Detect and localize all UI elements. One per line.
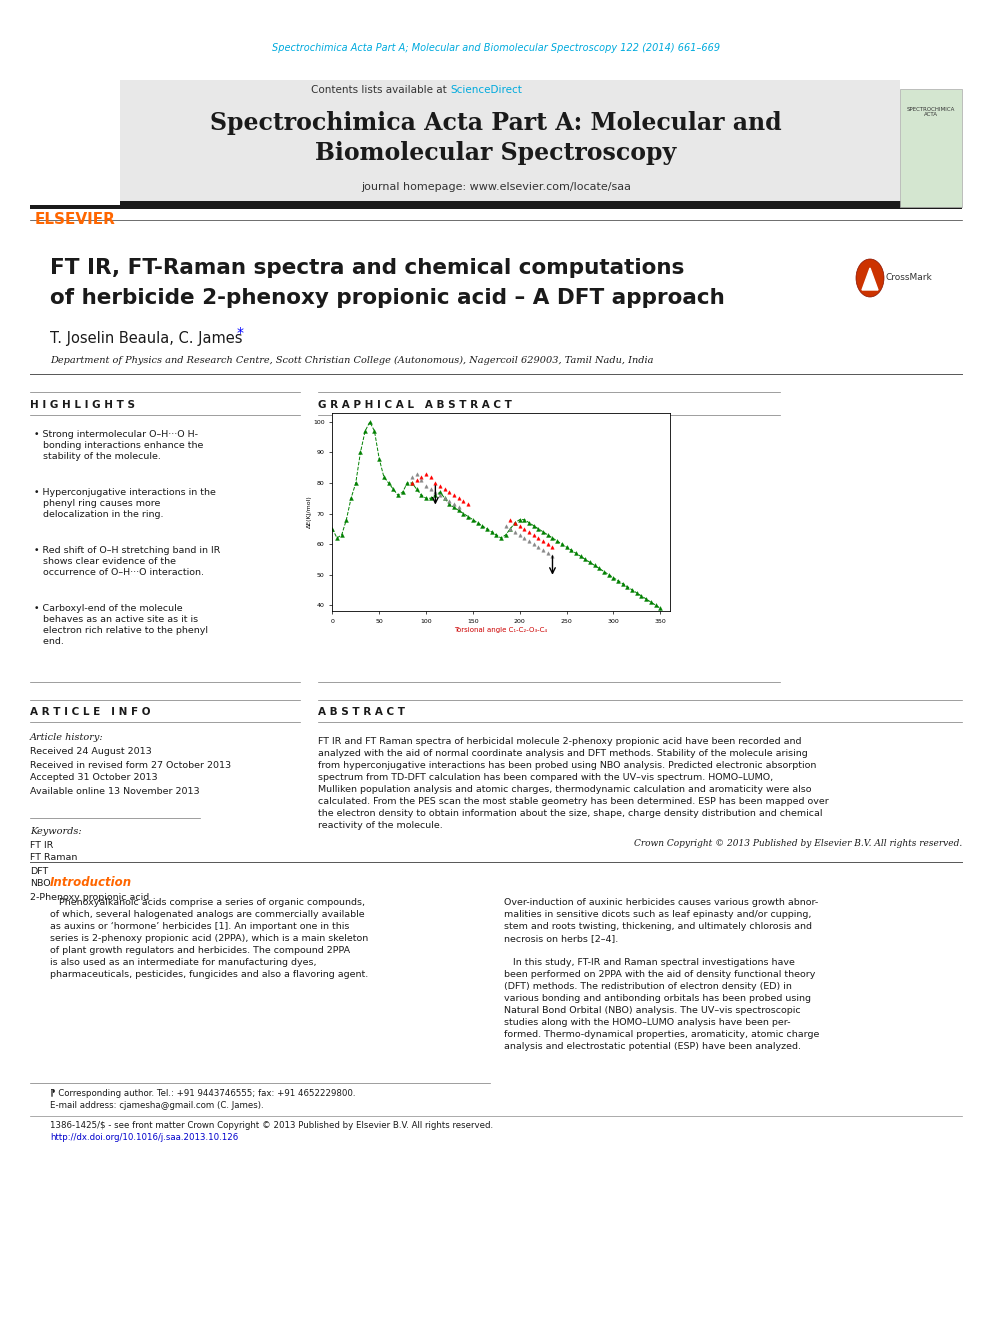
Text: • Carboxyl-end of the molecule: • Carboxyl-end of the molecule (34, 605, 183, 613)
Bar (30, 79, 900, 205)
Text: Spectrochimica Acta Part A; Molecular and Biomolecular Spectroscopy 122 (2014) 6: Spectrochimica Acta Part A; Molecular an… (272, 44, 720, 53)
Text: T. Joselin Beaula, C. James: T. Joselin Beaula, C. James (50, 331, 242, 345)
Text: Keywords:: Keywords: (30, 827, 81, 836)
Text: E-mail address: cjamesha@gmail.com (C. James).: E-mail address: cjamesha@gmail.com (C. J… (50, 1101, 264, 1110)
Text: phenyl ring causes more: phenyl ring causes more (34, 499, 161, 508)
Text: shows clear evidence of the: shows clear evidence of the (34, 557, 176, 566)
Text: Department of Physics and Research Centre, Scott Christian College (Autonomous),: Department of Physics and Research Centr… (50, 356, 654, 365)
Text: Over-induction of auxinic herbicides causes various growth abnor-: Over-induction of auxinic herbicides cau… (504, 898, 818, 908)
Text: • Strong intermolecular O–H···O H-: • Strong intermolecular O–H···O H- (34, 430, 198, 439)
Text: formed. Thermo-dynamical properties, aromaticity, atomic charge: formed. Thermo-dynamical properties, aro… (504, 1031, 819, 1039)
Text: as auxins or ‘hormone’ herbicides [1]. An important one in this: as auxins or ‘hormone’ herbicides [1]. A… (50, 922, 349, 931)
Text: Accepted 31 October 2013: Accepted 31 October 2013 (30, 774, 158, 782)
Text: Natural Bond Orbital (NBO) analysis. The UV–vis spectroscopic: Natural Bond Orbital (NBO) analysis. The… (504, 1005, 801, 1015)
Text: ScienceDirect: ScienceDirect (450, 85, 522, 95)
Bar (30, 201, 962, 209)
Text: various bonding and antibonding orbitals has been probed using: various bonding and antibonding orbitals… (504, 994, 811, 1003)
Text: is also used as an intermediate for manufacturing dyes,: is also used as an intermediate for manu… (50, 958, 316, 967)
Polygon shape (862, 269, 878, 290)
Text: analyzed with the aid of normal coordinate analysis and DFT methods. Stability o: analyzed with the aid of normal coordina… (318, 749, 807, 758)
Text: series is 2-phenoxy propionic acid (2PPA), which is a main skeleton: series is 2-phenoxy propionic acid (2PPA… (50, 934, 368, 943)
Text: 2-Phenoxy propionic acid: 2-Phenoxy propionic acid (30, 893, 149, 901)
Y-axis label: ΔE(KJ/mol): ΔE(KJ/mol) (307, 496, 311, 528)
Text: FT IR: FT IR (30, 840, 54, 849)
Text: Mulliken population analysis and atomic charges, thermodynamic calculation and a: Mulliken population analysis and atomic … (318, 785, 811, 794)
Text: Spectrochimica Acta Part A: Molecular and
Biomolecular Spectroscopy: Spectrochimica Acta Part A: Molecular an… (210, 111, 782, 165)
Text: In this study, FT-IR and Raman spectral investigations have: In this study, FT-IR and Raman spectral … (504, 958, 795, 967)
Text: H I G H L I G H T S: H I G H L I G H T S (30, 400, 135, 410)
Text: stem and roots twisting, thickening, and ultimately chlorosis and: stem and roots twisting, thickening, and… (504, 922, 812, 931)
Text: delocalization in the ring.: delocalization in the ring. (34, 509, 164, 519)
Text: electron rich relative to the phenyl: electron rich relative to the phenyl (34, 626, 208, 635)
Text: Received 24 August 2013: Received 24 August 2013 (30, 747, 152, 757)
Text: ELSEVIER: ELSEVIER (35, 213, 115, 228)
Text: stability of the molecule.: stability of the molecule. (34, 452, 161, 460)
Text: • Hyperconjugative interactions in the: • Hyperconjugative interactions in the (34, 488, 216, 497)
Text: studies along with the HOMO–LUMO analysis have been per-: studies along with the HOMO–LUMO analysi… (504, 1017, 791, 1027)
Text: calculated. From the PES scan the most stable geometry has been determined. ESP : calculated. From the PES scan the most s… (318, 796, 828, 806)
Text: • Red shift of O–H stretching band in IR: • Red shift of O–H stretching band in IR (34, 546, 220, 556)
Text: ⁋ Corresponding author. Tel.: +91 9443746555; fax: +91 4652229800.: ⁋ Corresponding author. Tel.: +91 944374… (50, 1089, 355, 1098)
Text: CrossMark: CrossMark (886, 274, 932, 283)
Text: Received in revised form 27 October 2013: Received in revised form 27 October 2013 (30, 761, 231, 770)
Text: Introduction: Introduction (50, 876, 132, 889)
Text: DFT: DFT (30, 867, 49, 876)
Text: A B S T R A C T: A B S T R A C T (318, 706, 405, 717)
Text: Contents lists available at: Contents lists available at (311, 85, 450, 95)
Text: Crown Copyright © 2013 Published by Elsevier B.V. All rights reserved.: Crown Copyright © 2013 Published by Else… (634, 839, 962, 848)
Text: behaves as an active site as it is: behaves as an active site as it is (34, 615, 198, 624)
Text: of herbicide 2-phenoxy propionic acid – A DFT approach: of herbicide 2-phenoxy propionic acid – … (50, 288, 725, 308)
Text: occurrence of O–H···O interaction.: occurrence of O–H···O interaction. (34, 568, 204, 577)
Text: FT Raman: FT Raman (30, 853, 77, 863)
Text: Article history:: Article history: (30, 733, 103, 742)
Text: of which, several halogenated analogs are commercially available: of which, several halogenated analogs ar… (50, 910, 365, 919)
Text: G R A P H I C A L   A B S T R A C T: G R A P H I C A L A B S T R A C T (318, 400, 512, 410)
Text: FT IR and FT Raman spectra of herbicidal molecule 2-phenoxy propionic acid have : FT IR and FT Raman spectra of herbicidal… (318, 737, 802, 746)
Text: reactivity of the molecule.: reactivity of the molecule. (318, 822, 442, 830)
Text: of plant growth regulators and herbicides. The compound 2PPA: of plant growth regulators and herbicide… (50, 946, 350, 955)
Text: pharmaceuticals, pesticides, fungicides and also a flavoring agent.: pharmaceuticals, pesticides, fungicides … (50, 970, 368, 979)
Text: http://dx.doi.org/10.1016/j.saa.2013.10.126: http://dx.doi.org/10.1016/j.saa.2013.10.… (50, 1132, 238, 1142)
Text: SPECTROCHIMICA
ACTA: SPECTROCHIMICA ACTA (907, 107, 955, 118)
Text: *: * (237, 325, 244, 340)
Text: (DFT) methods. The redistribution of electron density (ED) in: (DFT) methods. The redistribution of ele… (504, 982, 792, 991)
Text: bonding interactions enhance the: bonding interactions enhance the (34, 441, 203, 450)
Text: journal homepage: www.elsevier.com/locate/saa: journal homepage: www.elsevier.com/locat… (361, 183, 631, 192)
Text: Phenoxyalkanoic acids comprise a series of organic compounds,: Phenoxyalkanoic acids comprise a series … (50, 898, 365, 908)
Text: necrosis on herbs [2–4].: necrosis on herbs [2–4]. (504, 934, 618, 943)
Text: end.: end. (34, 636, 63, 646)
Ellipse shape (856, 259, 884, 296)
Text: been performed on 2PPA with the aid of density functional theory: been performed on 2PPA with the aid of d… (504, 970, 815, 979)
X-axis label: Torsional angle C₁-C₂-O₃-C₄: Torsional angle C₁-C₂-O₃-C₄ (454, 627, 548, 632)
Text: Available online 13 November 2013: Available online 13 November 2013 (30, 786, 199, 795)
Text: from hyperconjugative interactions has been probed using NBO analysis. Predicted: from hyperconjugative interactions has b… (318, 761, 816, 770)
Bar (30, 79, 120, 205)
Text: NBO: NBO (30, 880, 51, 889)
Text: 1386-1425/$ - see front matter Crown Copyright © 2013 Published by Elsevier B.V.: 1386-1425/$ - see front matter Crown Cop… (50, 1122, 493, 1130)
Text: malities in sensitive dicots such as leaf epinasty and/or cupping,: malities in sensitive dicots such as lea… (504, 910, 811, 919)
Bar (900, 89, 962, 206)
Text: spectrum from TD-DFT calculation has been compared with the UV–vis spectrum. HOM: spectrum from TD-DFT calculation has bee… (318, 773, 773, 782)
Text: the electron density to obtain information about the size, shape, charge density: the electron density to obtain informati… (318, 808, 822, 818)
Text: A R T I C L E   I N F O: A R T I C L E I N F O (30, 706, 151, 717)
Text: FT IR, FT-Raman spectra and chemical computations: FT IR, FT-Raman spectra and chemical com… (50, 258, 684, 278)
Text: analysis and electrostatic potential (ESP) have been analyzed.: analysis and electrostatic potential (ES… (504, 1043, 801, 1050)
